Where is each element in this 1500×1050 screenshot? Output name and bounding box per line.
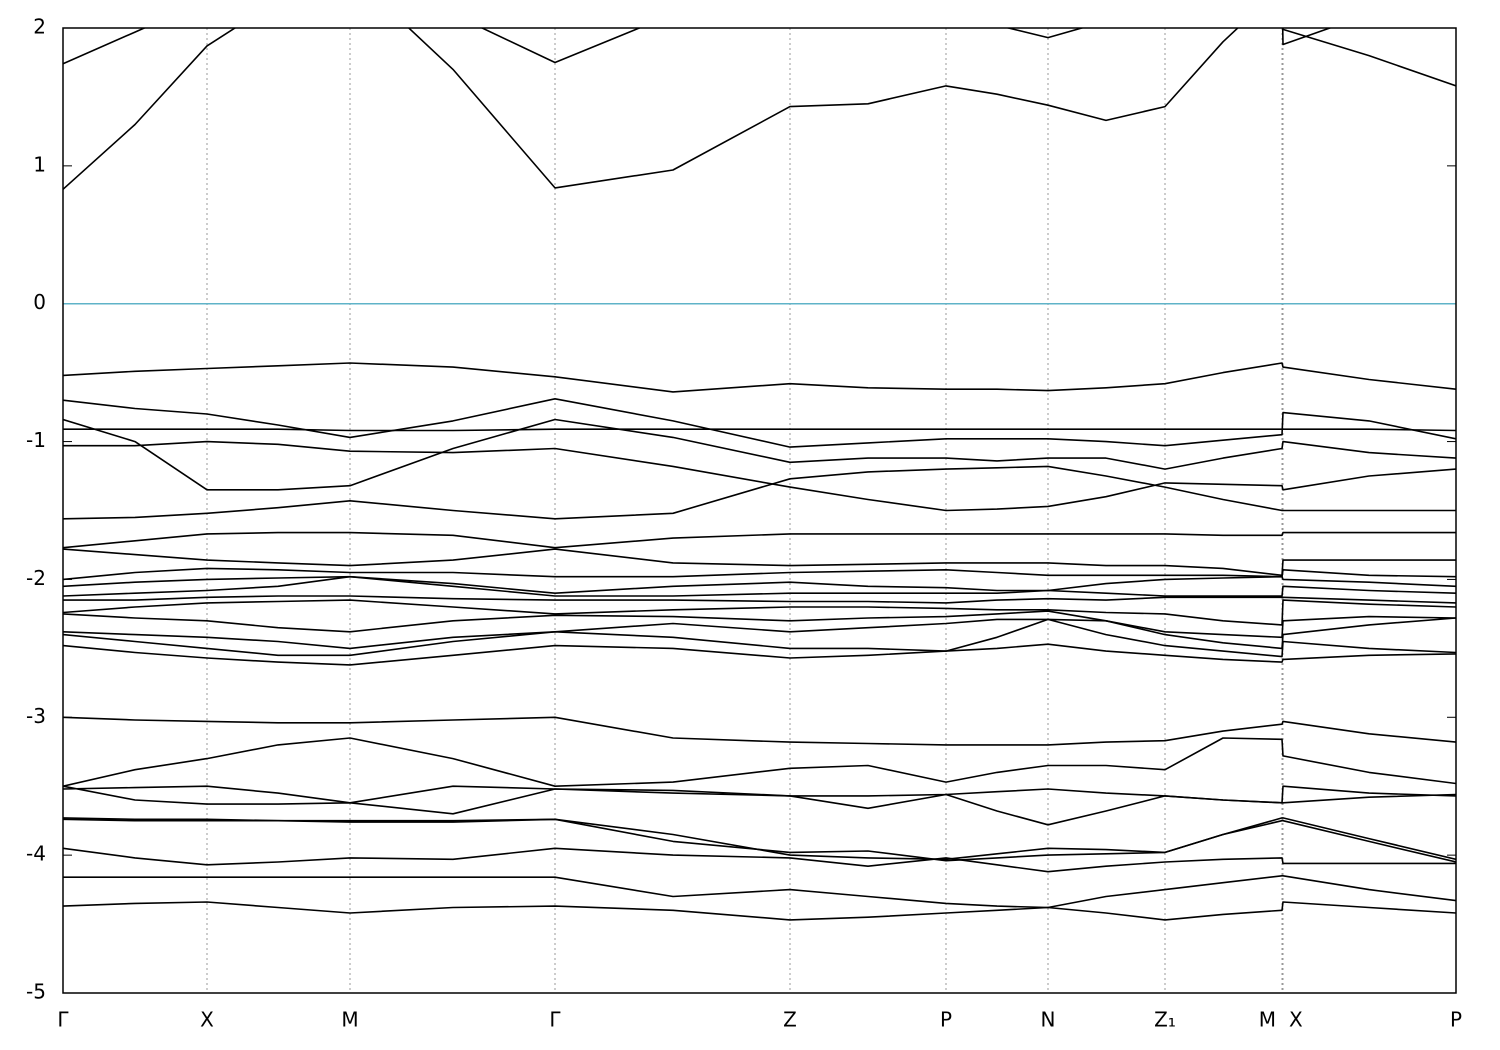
x-tick-label: N — [1041, 1008, 1056, 1032]
band-line — [63, 875, 1456, 909]
y-tick-label: -4 — [26, 842, 46, 866]
band-line — [63, 617, 1456, 650]
y-tick-label: 1 — [33, 152, 46, 176]
plot-frame — [62, 27, 1457, 994]
grid — [62, 27, 1457, 994]
band-line — [63, 737, 1456, 787]
band-line — [63, 362, 1456, 393]
x-tick-label: X — [1289, 1008, 1303, 1032]
band-line — [63, 398, 1456, 448]
band-line — [63, 817, 1456, 861]
band-line — [63, 610, 1456, 639]
band-line — [63, 599, 1456, 626]
band-line — [63, 818, 1456, 863]
band-line — [63, 716, 1456, 746]
x-tick-label: Γ — [549, 1008, 561, 1032]
y-tick-label: -3 — [26, 704, 46, 728]
band-line — [63, 618, 1456, 658]
band-line — [63, 548, 1456, 577]
y-tick-label: -2 — [26, 566, 46, 590]
band-line — [63, 440, 1456, 512]
band-line — [63, 575, 1456, 597]
band-line — [63, 531, 1456, 549]
y-tick-label: 0 — [33, 290, 46, 314]
band-line — [63, 28, 1456, 87]
x-tick-label: P — [940, 1008, 952, 1032]
band-line — [63, 847, 1456, 873]
x-tick-label: X — [200, 1008, 214, 1032]
x-tick-label: Γ — [57, 1008, 69, 1032]
bands — [63, 28, 1456, 921]
band-line — [63, 465, 1456, 520]
band-line — [63, 643, 1456, 666]
y-tick-label: -1 — [26, 428, 46, 452]
x-tick-label: P — [1450, 1008, 1462, 1032]
band-line — [63, 595, 1456, 604]
band-line — [63, 418, 1456, 491]
band-line — [63, 28, 1333, 190]
band-line — [63, 575, 1456, 594]
x-tick-label: Z — [783, 1008, 797, 1032]
band-line — [63, 901, 1456, 921]
x-tick-label: Z₁ — [1154, 1008, 1176, 1032]
x-tick-label: M — [1259, 1008, 1276, 1032]
x-tick-label: M — [341, 1008, 358, 1032]
y-tick-label: -5 — [26, 980, 46, 1004]
y-tick-label: 2 — [33, 15, 46, 39]
band-line — [63, 428, 1456, 432]
band-line — [63, 785, 1456, 804]
